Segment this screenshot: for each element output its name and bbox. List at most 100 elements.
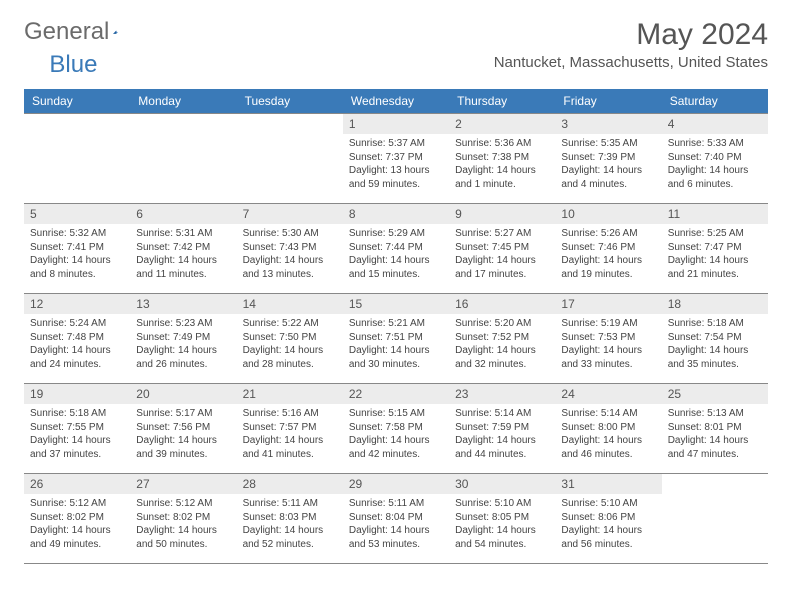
day-content: Sunrise: 5:23 AMSunset: 7:49 PMDaylight:… <box>130 314 236 377</box>
logo: General <box>24 18 141 46</box>
day-content: Sunrise: 5:15 AMSunset: 7:58 PMDaylight:… <box>343 404 449 467</box>
day-content: Sunrise: 5:18 AMSunset: 7:55 PMDaylight:… <box>24 404 130 467</box>
day-content: Sunrise: 5:36 AMSunset: 7:38 PMDaylight:… <box>449 134 555 197</box>
day-content: Sunrise: 5:14 AMSunset: 8:00 PMDaylight:… <box>555 404 661 467</box>
calendar-head: SundayMondayTuesdayWednesdayThursdayFrid… <box>24 89 768 114</box>
day-content: Sunrise: 5:25 AMSunset: 7:47 PMDaylight:… <box>662 224 768 287</box>
day-number: 10 <box>555 204 661 224</box>
day-content: Sunrise: 5:37 AMSunset: 7:37 PMDaylight:… <box>343 134 449 197</box>
calendar-cell: 20Sunrise: 5:17 AMSunset: 7:56 PMDayligh… <box>130 384 236 474</box>
day-content: Sunrise: 5:11 AMSunset: 8:04 PMDaylight:… <box>343 494 449 557</box>
day-content: Sunrise: 5:27 AMSunset: 7:45 PMDaylight:… <box>449 224 555 287</box>
calendar-cell: 24Sunrise: 5:14 AMSunset: 8:00 PMDayligh… <box>555 384 661 474</box>
day-content: Sunrise: 5:21 AMSunset: 7:51 PMDaylight:… <box>343 314 449 377</box>
day-number: 31 <box>555 474 661 494</box>
day-number: 4 <box>662 114 768 134</box>
day-number: 15 <box>343 294 449 314</box>
day-content: Sunrise: 5:20 AMSunset: 7:52 PMDaylight:… <box>449 314 555 377</box>
calendar-cell: 1Sunrise: 5:37 AMSunset: 7:37 PMDaylight… <box>343 114 449 204</box>
calendar-cell: 28Sunrise: 5:11 AMSunset: 8:03 PMDayligh… <box>237 474 343 564</box>
calendar-cell: 8Sunrise: 5:29 AMSunset: 7:44 PMDaylight… <box>343 204 449 294</box>
calendar-cell: 10Sunrise: 5:26 AMSunset: 7:46 PMDayligh… <box>555 204 661 294</box>
calendar-cell: 22Sunrise: 5:15 AMSunset: 7:58 PMDayligh… <box>343 384 449 474</box>
day-header: Thursday <box>449 89 555 114</box>
day-header: Saturday <box>662 89 768 114</box>
logo-text-2: Blue <box>49 51 97 79</box>
calendar-cell: 9Sunrise: 5:27 AMSunset: 7:45 PMDaylight… <box>449 204 555 294</box>
location: Nantucket, Massachusetts, United States <box>494 54 768 71</box>
month-title: May 2024 <box>494 18 768 52</box>
calendar-cell: 13Sunrise: 5:23 AMSunset: 7:49 PMDayligh… <box>130 294 236 384</box>
day-number: 19 <box>24 384 130 404</box>
calendar-week-row: 12Sunrise: 5:24 AMSunset: 7:48 PMDayligh… <box>24 294 768 384</box>
day-number: 1 <box>343 114 449 134</box>
day-number: 17 <box>555 294 661 314</box>
day-content: Sunrise: 5:12 AMSunset: 8:02 PMDaylight:… <box>130 494 236 557</box>
calendar-cell <box>24 114 130 204</box>
day-number: 24 <box>555 384 661 404</box>
day-content: Sunrise: 5:35 AMSunset: 7:39 PMDaylight:… <box>555 134 661 197</box>
day-number: 6 <box>130 204 236 224</box>
day-content: Sunrise: 5:29 AMSunset: 7:44 PMDaylight:… <box>343 224 449 287</box>
day-number: 12 <box>24 294 130 314</box>
day-content: Sunrise: 5:24 AMSunset: 7:48 PMDaylight:… <box>24 314 130 377</box>
day-header: Sunday <box>24 89 130 114</box>
calendar-cell: 17Sunrise: 5:19 AMSunset: 7:53 PMDayligh… <box>555 294 661 384</box>
day-content: Sunrise: 5:19 AMSunset: 7:53 PMDaylight:… <box>555 314 661 377</box>
day-number: 11 <box>662 204 768 224</box>
day-number: 9 <box>449 204 555 224</box>
calendar-cell: 2Sunrise: 5:36 AMSunset: 7:38 PMDaylight… <box>449 114 555 204</box>
calendar-cell: 31Sunrise: 5:10 AMSunset: 8:06 PMDayligh… <box>555 474 661 564</box>
calendar-cell: 25Sunrise: 5:13 AMSunset: 8:01 PMDayligh… <box>662 384 768 474</box>
day-number: 14 <box>237 294 343 314</box>
calendar-cell: 29Sunrise: 5:11 AMSunset: 8:04 PMDayligh… <box>343 474 449 564</box>
day-number: 21 <box>237 384 343 404</box>
day-content: Sunrise: 5:30 AMSunset: 7:43 PMDaylight:… <box>237 224 343 287</box>
day-number: 26 <box>24 474 130 494</box>
calendar-week-row: 26Sunrise: 5:12 AMSunset: 8:02 PMDayligh… <box>24 474 768 564</box>
day-content: Sunrise: 5:26 AMSunset: 7:46 PMDaylight:… <box>555 224 661 287</box>
calendar-cell: 16Sunrise: 5:20 AMSunset: 7:52 PMDayligh… <box>449 294 555 384</box>
day-header: Tuesday <box>237 89 343 114</box>
calendar-cell: 30Sunrise: 5:10 AMSunset: 8:05 PMDayligh… <box>449 474 555 564</box>
day-number: 27 <box>130 474 236 494</box>
day-content: Sunrise: 5:12 AMSunset: 8:02 PMDaylight:… <box>24 494 130 557</box>
day-content: Sunrise: 5:14 AMSunset: 7:59 PMDaylight:… <box>449 404 555 467</box>
day-number: 30 <box>449 474 555 494</box>
calendar-cell: 7Sunrise: 5:30 AMSunset: 7:43 PMDaylight… <box>237 204 343 294</box>
calendar-cell: 11Sunrise: 5:25 AMSunset: 7:47 PMDayligh… <box>662 204 768 294</box>
day-content: Sunrise: 5:32 AMSunset: 7:41 PMDaylight:… <box>24 224 130 287</box>
day-content: Sunrise: 5:22 AMSunset: 7:50 PMDaylight:… <box>237 314 343 377</box>
calendar-cell: 26Sunrise: 5:12 AMSunset: 8:02 PMDayligh… <box>24 474 130 564</box>
day-number: 16 <box>449 294 555 314</box>
day-header: Wednesday <box>343 89 449 114</box>
day-content: Sunrise: 5:10 AMSunset: 8:06 PMDaylight:… <box>555 494 661 557</box>
logo-text-1: General <box>24 18 109 46</box>
calendar-week-row: 19Sunrise: 5:18 AMSunset: 7:55 PMDayligh… <box>24 384 768 474</box>
day-content: Sunrise: 5:13 AMSunset: 8:01 PMDaylight:… <box>662 404 768 467</box>
calendar-cell: 6Sunrise: 5:31 AMSunset: 7:42 PMDaylight… <box>130 204 236 294</box>
calendar-cell: 14Sunrise: 5:22 AMSunset: 7:50 PMDayligh… <box>237 294 343 384</box>
calendar-cell: 19Sunrise: 5:18 AMSunset: 7:55 PMDayligh… <box>24 384 130 474</box>
title-block: May 2024 Nantucket, Massachusetts, Unite… <box>494 18 768 71</box>
calendar-week-row: 5Sunrise: 5:32 AMSunset: 7:41 PMDaylight… <box>24 204 768 294</box>
calendar-cell: 3Sunrise: 5:35 AMSunset: 7:39 PMDaylight… <box>555 114 661 204</box>
day-number: 22 <box>343 384 449 404</box>
day-number: 29 <box>343 474 449 494</box>
calendar-cell <box>237 114 343 204</box>
day-number: 5 <box>24 204 130 224</box>
calendar-cell <box>662 474 768 564</box>
calendar-week-row: 1Sunrise: 5:37 AMSunset: 7:37 PMDaylight… <box>24 114 768 204</box>
day-number: 2 <box>449 114 555 134</box>
calendar-cell <box>130 114 236 204</box>
day-content: Sunrise: 5:33 AMSunset: 7:40 PMDaylight:… <box>662 134 768 197</box>
calendar-cell: 18Sunrise: 5:18 AMSunset: 7:54 PMDayligh… <box>662 294 768 384</box>
day-content: Sunrise: 5:31 AMSunset: 7:42 PMDaylight:… <box>130 224 236 287</box>
calendar-cell: 15Sunrise: 5:21 AMSunset: 7:51 PMDayligh… <box>343 294 449 384</box>
calendar-cell: 12Sunrise: 5:24 AMSunset: 7:48 PMDayligh… <box>24 294 130 384</box>
day-content: Sunrise: 5:17 AMSunset: 7:56 PMDaylight:… <box>130 404 236 467</box>
day-header: Friday <box>555 89 661 114</box>
day-number: 23 <box>449 384 555 404</box>
day-content: Sunrise: 5:11 AMSunset: 8:03 PMDaylight:… <box>237 494 343 557</box>
calendar-cell: 4Sunrise: 5:33 AMSunset: 7:40 PMDaylight… <box>662 114 768 204</box>
